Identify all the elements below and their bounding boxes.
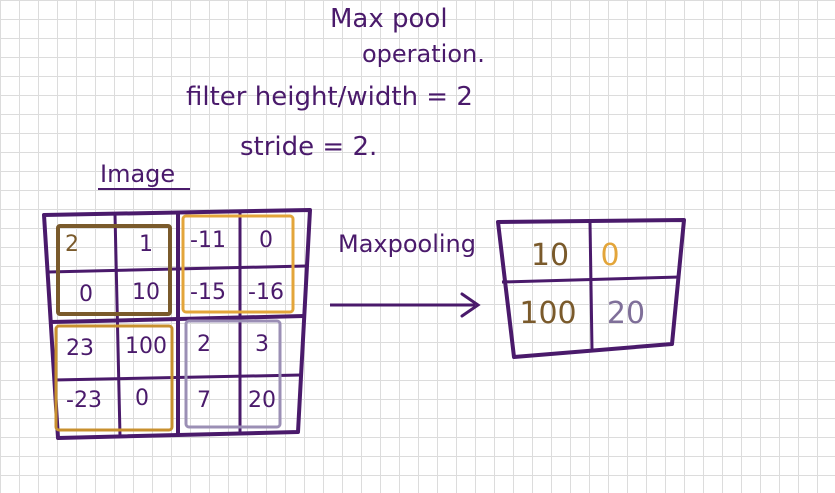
input-grid-line xyxy=(47,264,307,274)
input-cell: 2 xyxy=(65,232,79,257)
input-cell: 0 xyxy=(135,386,149,411)
input-cell: -15 xyxy=(190,280,226,305)
input-cell: 23 xyxy=(66,336,94,361)
window-top-left xyxy=(56,224,172,316)
output-grid-line xyxy=(501,275,681,284)
title-line-1: Max pool xyxy=(330,4,448,34)
output-cell: 0 xyxy=(600,238,620,273)
output-grid-outline xyxy=(496,218,686,359)
output-cell: 100 xyxy=(519,296,577,331)
input-grid-line xyxy=(53,373,302,382)
input-cell: 1 xyxy=(139,232,153,257)
window-bottom-right xyxy=(184,319,282,429)
input-cell: 3 xyxy=(255,332,269,357)
input-grid-line xyxy=(51,314,305,324)
window-top-right xyxy=(181,214,295,314)
window-bottom-left xyxy=(54,324,174,432)
input-cell: -11 xyxy=(190,228,226,253)
maxpooling-label: Maxpooling xyxy=(338,230,476,258)
input-cell: 100 xyxy=(125,334,167,359)
input-cell: -23 xyxy=(66,388,102,413)
input-cell: 0 xyxy=(259,228,273,253)
title-line-2: operation. xyxy=(362,40,485,68)
input-grid-outline xyxy=(42,208,312,440)
stride-text: stride = 2. xyxy=(240,132,378,162)
filter-size-text: filter height/width = 2 xyxy=(186,82,473,112)
output-cell: 20 xyxy=(606,296,646,331)
output-grid-line xyxy=(588,220,594,351)
image-label: Image xyxy=(100,160,176,188)
input-cell: 10 xyxy=(132,280,160,305)
input-cell: 2 xyxy=(197,332,211,357)
image-label-underline xyxy=(98,188,190,190)
arrow-head xyxy=(460,292,481,318)
input-cell: 7 xyxy=(197,388,211,413)
input-cell: 20 xyxy=(248,388,276,413)
input-cell: -16 xyxy=(248,280,284,305)
output-cell: 10 xyxy=(530,238,570,273)
input-cell: 0 xyxy=(79,282,93,307)
